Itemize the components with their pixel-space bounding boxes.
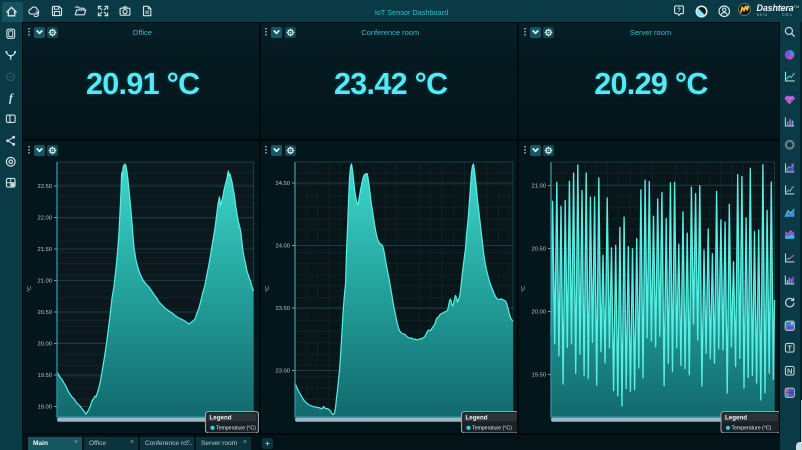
svg-text:20.50: 20.50 [37, 310, 52, 316]
svg-text:N: N [787, 366, 792, 375]
svg-text:24.00: 24.00 [275, 244, 290, 250]
svg-text:Legend: Legend [210, 415, 232, 422]
svg-text:Legend: Legend [465, 415, 487, 422]
svg-text:Legend: Legend [725, 415, 747, 422]
svg-text:f: f [9, 93, 14, 105]
svg-text:24.50: 24.50 [275, 181, 290, 187]
svg-text:°C: °C [521, 286, 527, 293]
svg-text:22.00: 22.00 [37, 216, 52, 222]
svg-text:20.00: 20.00 [37, 342, 52, 348]
svg-text:21.00: 21.00 [37, 279, 52, 285]
svg-text:23.50: 23.50 [275, 306, 290, 312]
svg-text:22.50: 22.50 [37, 184, 52, 190]
svg-text:19.50: 19.50 [531, 373, 546, 379]
svg-text:21.00: 21.00 [531, 184, 546, 190]
svg-text:20.50: 20.50 [531, 247, 546, 253]
svg-text:Temperature (°C): Temperature (°C) [472, 426, 512, 432]
svg-text:?: ? [677, 7, 681, 14]
svg-text:20.00: 20.00 [531, 310, 546, 316]
svg-text:°C: °C [27, 286, 33, 293]
svg-text:19.00: 19.00 [37, 405, 52, 411]
svg-text:Temperature (°C): Temperature (°C) [216, 426, 256, 432]
svg-text:Temperature (°C): Temperature (°C) [732, 426, 772, 432]
svg-text:°C: °C [265, 286, 271, 293]
svg-text:19.50: 19.50 [37, 373, 52, 379]
svg-text:21.50: 21.50 [37, 247, 52, 253]
svg-text:T: T [787, 344, 792, 353]
svg-text:23.00: 23.00 [275, 369, 290, 375]
